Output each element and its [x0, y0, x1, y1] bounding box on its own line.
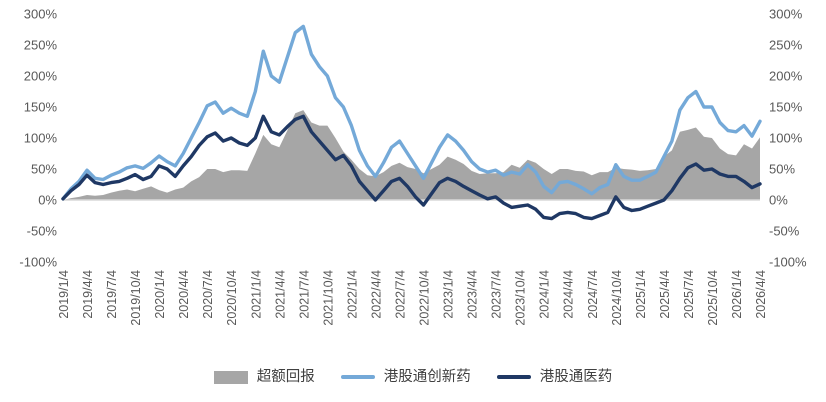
y-axis-label-left: 300% — [24, 7, 58, 22]
x-axis-label: 2024/10/4 — [610, 270, 624, 326]
innovative-drug-line-swatch — [340, 375, 375, 379]
x-axis-label: 2026/4/4 — [754, 270, 768, 319]
legend-label-innovative-drug: 港股通创新药 — [383, 368, 471, 385]
x-axis-label: 2020/1/4 — [153, 270, 167, 319]
x-axis-label: 2019/4/4 — [81, 270, 95, 319]
y-axis-label-left: 250% — [24, 38, 58, 53]
x-axis-label: 2025/1/4 — [634, 270, 648, 319]
x-axis-label: 2019/10/4 — [129, 270, 143, 326]
y-axis-label-right: 200% — [769, 69, 803, 84]
legend-label-excess-return: 超额回报 — [256, 368, 315, 385]
legend-item-pharma: 港股通医药 — [496, 368, 613, 385]
x-axis-label: 2019/7/4 — [105, 270, 119, 319]
y-axis-label-right: -50% — [769, 224, 800, 239]
y-axis-label-right: 300% — [769, 7, 803, 22]
x-axis-label: 2023/1/4 — [442, 270, 456, 319]
y-axis-label-left: 100% — [24, 131, 58, 146]
x-axis-label: 2022/10/4 — [418, 270, 432, 326]
y-axis-label-right: -100% — [769, 255, 807, 270]
y-axis-label-left: 200% — [24, 69, 58, 84]
x-axis-label: 2023/4/4 — [466, 270, 480, 319]
x-axis-label: 2020/10/4 — [225, 270, 239, 326]
y-axis-label-left: -50% — [27, 224, 58, 239]
x-axis-label: 2025/10/4 — [706, 270, 720, 326]
plot-area: 300% 300% 250% 250% 200% 200% 150% 150% 100% 100%… — [19, 7, 807, 326]
y-axis-label-left: 150% — [24, 100, 58, 115]
legend-label-pharma: 港股通医药 — [539, 368, 613, 385]
x-axis-label: 2021/4/4 — [273, 270, 287, 319]
y-axis-label-right: 50% — [769, 162, 795, 177]
x-axis-label: 2021/1/4 — [249, 270, 263, 319]
x-axis-label: 2024/7/4 — [586, 270, 600, 319]
y-axis-label-right: 100% — [769, 131, 803, 146]
legend: 超额回报 港股通创新药 港股通医药 — [0, 362, 826, 392]
x-axis-label: 2025/4/4 — [658, 270, 672, 319]
x-axis-label: 2023/10/4 — [514, 270, 528, 326]
x-axis-label: 2022/4/4 — [369, 270, 383, 319]
x-axis-label: 2020/7/4 — [201, 270, 215, 319]
x-axis-label: 2022/1/4 — [345, 270, 359, 319]
pharma-line — [61, 114, 762, 221]
y-axis-label-right: 150% — [769, 100, 803, 115]
x-axis-label: 2021/10/4 — [321, 270, 335, 326]
x-axis-label: 2020/4/4 — [177, 270, 191, 319]
excess-return-area-swatch — [213, 370, 248, 384]
excess-return-area — [63, 110, 760, 200]
x-axis-label: 2022/7/4 — [393, 270, 407, 319]
x-axis-label: 2021/7/4 — [297, 270, 311, 319]
x-axis-label: 2026/1/4 — [730, 270, 744, 319]
x-axis-label: 2024/4/4 — [562, 270, 576, 319]
legend-item-excess-return: 超额回报 — [213, 368, 315, 385]
x-axis-label: 2019/1/4 — [57, 270, 71, 319]
y-axis-label-left: 50% — [31, 162, 57, 177]
x-axis-label: 2023/7/4 — [490, 270, 504, 319]
pharma-line-swatch — [496, 375, 531, 379]
legend-item-innovative-drug: 港股通创新药 — [340, 368, 471, 385]
y-axis-label-right: 0% — [769, 193, 788, 208]
innovative-drug-line — [61, 24, 762, 201]
y-axis-label-left: -100% — [19, 255, 57, 270]
x-axis-label: 2025/7/4 — [682, 270, 696, 319]
y-axis-label-left: 0% — [38, 193, 57, 208]
x-axis-label: 2024/1/4 — [538, 270, 552, 319]
y-axis-label-right: 250% — [769, 38, 803, 53]
